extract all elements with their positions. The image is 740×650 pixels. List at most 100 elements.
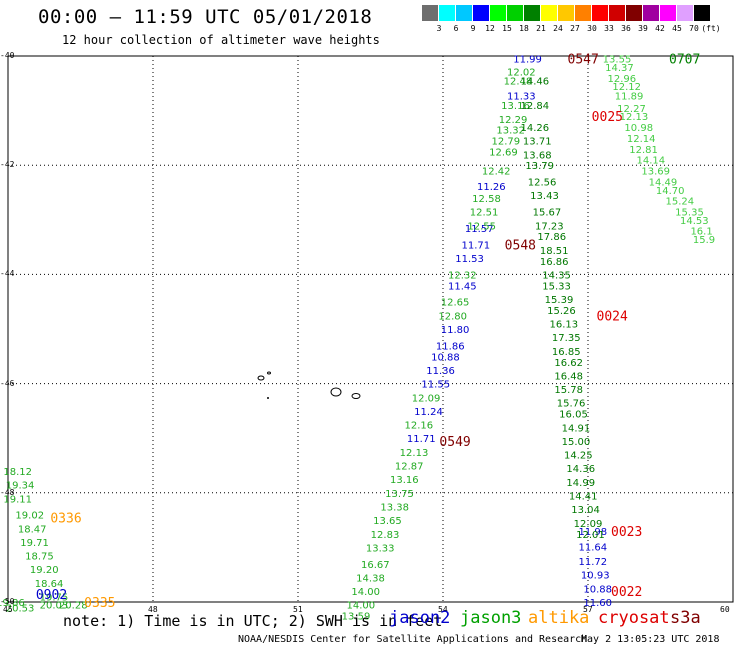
- swh-value: 12.13: [400, 448, 429, 459]
- swh-value: 11.60: [583, 598, 612, 609]
- swh-value: 14.00: [347, 601, 376, 612]
- swh-value: 12.83: [371, 530, 400, 541]
- swh-value: 19.20: [30, 565, 59, 576]
- swh-value: 13.04: [571, 505, 600, 516]
- swh-value: 19.71: [20, 538, 49, 549]
- swh-value: 11.99: [513, 55, 542, 66]
- swh-value: 11.57: [465, 224, 494, 235]
- swh-value: 12.27: [617, 104, 646, 115]
- colorbar-swatch: [456, 5, 473, 21]
- time-labels: 0547 0707 0025 0548 0024 0549 0336 0023 0022 0335…: [36, 53, 700, 611]
- swh-value: 18.47: [18, 524, 47, 535]
- island-3: [267, 397, 269, 399]
- time-label: 0547: [568, 53, 599, 68]
- swh-value: 11.45: [448, 281, 477, 292]
- swh-value: 20.53: [6, 603, 35, 614]
- swh-value: 12.55: [467, 221, 496, 232]
- time-label: 0549: [439, 435, 470, 450]
- swh-value: 14.25: [564, 451, 593, 462]
- swh-value: 11.26: [477, 182, 506, 193]
- island-2: [267, 371, 271, 375]
- swh-points: 11.99 11.33 11.26 11.57 11.71 11.53 11.45 11.80…: [0, 55, 715, 623]
- swh-value: 16.62: [554, 358, 583, 369]
- colorbar-label: 70: [689, 24, 699, 33]
- swh-value: 13.75: [385, 489, 414, 500]
- time-label: 0548: [505, 238, 536, 253]
- swh-value: 20.03: [40, 601, 69, 612]
- swh-value: 15.67: [533, 208, 562, 219]
- colorbar-swatch: [626, 5, 643, 21]
- colorbar-swatch: [609, 5, 626, 21]
- swh-value: 11.89: [615, 91, 644, 102]
- swh-value: 12.79: [492, 137, 521, 148]
- swh-value: 13.43: [530, 191, 559, 202]
- swh-value: 11.53: [455, 254, 484, 265]
- swh-value: 15.35: [675, 208, 704, 219]
- legend-s3a: s3a: [670, 608, 701, 628]
- swh-value: 16.13: [550, 320, 579, 331]
- footer-timestamp: May 2 13:05:23 UTC 2018: [581, 634, 720, 645]
- y-tick-label: -44: [0, 269, 15, 279]
- swh-value: 14.70: [656, 186, 685, 197]
- swh-value: 17.86: [537, 232, 566, 243]
- colorbar-label: 6: [453, 24, 459, 33]
- islands: [257, 371, 361, 399]
- colorbar-label: 42: [655, 24, 665, 33]
- swh-value: 15.39: [545, 295, 574, 306]
- colorbar-label: 36: [621, 24, 631, 33]
- swh-value: 12.84: [521, 101, 550, 112]
- swh-value: 16.05: [559, 410, 588, 421]
- units-note: note: 1) Time is in UTC; 2) SWH is in fe…: [63, 612, 443, 630]
- swh-value: 12.87: [395, 462, 424, 473]
- swh-value: 11.71: [407, 434, 436, 445]
- y-tick-label: -46: [0, 378, 15, 388]
- swh-value: 10.98: [624, 123, 653, 134]
- swh-value: 14.53: [680, 216, 709, 227]
- swh-value: 11.80: [441, 325, 470, 336]
- legend-altika: altika: [528, 608, 590, 628]
- swh-value: 13.65: [373, 516, 402, 527]
- legend-jason3: jason3: [460, 608, 522, 628]
- swh-value: 14.35: [542, 270, 571, 281]
- colorbar-label: (ft): [701, 24, 721, 33]
- swh-value: 12.58: [472, 194, 501, 205]
- swh-value: 14.91: [562, 423, 591, 434]
- swh-value: 16.48: [554, 371, 583, 382]
- swh-value: 15.9: [693, 235, 715, 246]
- colorbar-swatch: [694, 5, 711, 21]
- swh-value: 19.75: [40, 593, 69, 604]
- island-4: [330, 387, 342, 397]
- colorbar-swatch: [677, 5, 694, 21]
- swh-value: 18.64: [35, 579, 64, 590]
- swh-value: 11.24: [414, 407, 443, 418]
- swh-value: 14.26: [521, 123, 550, 134]
- swh-value: 12.13: [620, 112, 649, 123]
- swh-value: 12.09: [574, 519, 603, 530]
- swh-value: 12.14: [627, 134, 656, 145]
- swh-value: 12.81: [629, 145, 658, 156]
- x-tick-label: 45: [3, 605, 13, 614]
- colorbar-swatch: [507, 5, 524, 21]
- x-tick-label: 54: [438, 605, 448, 614]
- swh-value: 12.42: [482, 167, 511, 178]
- swh-value: 14.37: [605, 63, 634, 74]
- colorbar-swatch: [660, 5, 677, 21]
- swh-value: 12.01: [576, 530, 605, 541]
- swh-value: 12.69: [489, 148, 518, 159]
- swh-value: 14.14: [637, 156, 666, 167]
- time-label: 0335: [84, 596, 115, 611]
- time-label: 0023: [611, 525, 642, 540]
- swh-value: 13.79: [525, 161, 554, 172]
- swh-value: 13.33: [366, 543, 395, 554]
- map-grid: [7, 55, 734, 603]
- colorbar-label: 3: [436, 24, 442, 33]
- swh-value: 13.71: [523, 137, 552, 148]
- colorbar-label: 30: [587, 24, 597, 33]
- colorbar-swatch: [524, 5, 541, 21]
- swh-value: 18.51: [540, 246, 569, 257]
- swh-value: 16.85: [552, 347, 581, 358]
- swh-value: 12.29: [499, 115, 528, 126]
- y-tick-label: -42: [0, 160, 15, 170]
- swh-value: 11.33: [507, 91, 536, 102]
- colorbar-label: 15: [502, 24, 512, 33]
